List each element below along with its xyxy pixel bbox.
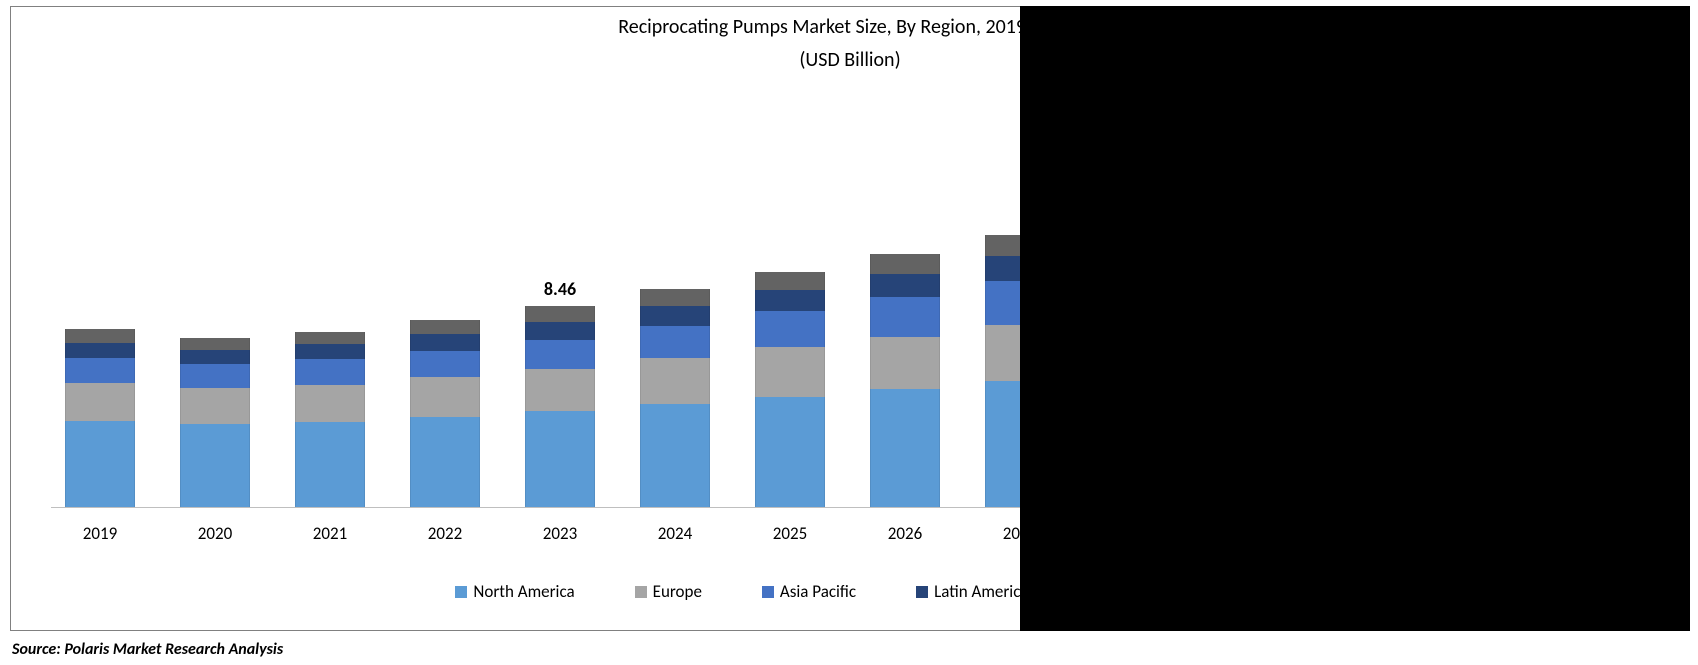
legend-swatch <box>916 586 928 598</box>
bar-segment <box>295 332 365 344</box>
bar-segment <box>755 347 825 396</box>
legend-label: Latin America <box>934 581 1028 602</box>
bar-2026 <box>870 254 940 507</box>
bar-segment <box>755 290 825 312</box>
x-tick-label: 2022 <box>410 523 480 544</box>
bar-segment <box>295 344 365 359</box>
x-tick-label: 2026 <box>870 523 940 544</box>
legend-label: Europe <box>653 581 702 602</box>
bar-segment <box>525 411 595 507</box>
bar-segment <box>65 358 135 383</box>
bar-segment <box>870 389 940 507</box>
bar-segment <box>870 254 940 274</box>
bar-2022 <box>410 320 480 507</box>
legend-label: North America <box>473 581 574 602</box>
bar-segment <box>180 338 250 350</box>
x-tick-label: 2021 <box>295 523 365 544</box>
bar-segment <box>180 424 250 507</box>
legend-item: Latin America <box>916 581 1028 602</box>
bar-2024 <box>640 289 710 507</box>
bar-2025 <box>755 272 825 507</box>
bar-segment <box>870 337 940 390</box>
bar-segment <box>65 329 135 342</box>
source-attribution: Source: Polaris Market Research Analysis <box>12 640 283 659</box>
bar-2023: 8.46 <box>525 306 595 507</box>
bar-segment <box>640 404 710 507</box>
bar-segment <box>295 359 365 384</box>
legend-swatch <box>762 586 774 598</box>
x-tick-label: 2019 <box>65 523 135 544</box>
bar-segment <box>640 358 710 404</box>
x-tick-label: 2024 <box>640 523 710 544</box>
legend-item: Asia Pacific <box>762 581 856 602</box>
bar-segment <box>640 306 710 326</box>
legend-swatch <box>635 586 647 598</box>
bar-segment <box>525 369 595 411</box>
bar-segment <box>180 388 250 424</box>
bar-segment <box>180 350 250 364</box>
bar-segment <box>410 334 480 350</box>
bar-segment <box>410 320 480 334</box>
bar-segment <box>410 377 480 417</box>
bar-segment <box>870 297 940 337</box>
bar-segment <box>755 311 825 347</box>
x-tick-label: 2023 <box>525 523 595 544</box>
bar-segment <box>65 421 135 507</box>
bar-segment <box>180 364 250 388</box>
bar-segment <box>755 272 825 290</box>
data-label: 8.46 <box>525 278 595 300</box>
bar-segment <box>525 322 595 340</box>
bar-2020 <box>180 338 250 507</box>
bar-segment <box>525 306 595 322</box>
x-tick-label: 2025 <box>755 523 825 544</box>
legend-label: Asia Pacific <box>780 581 856 602</box>
overlay-mask <box>1020 6 1690 631</box>
bar-2021 <box>295 332 365 507</box>
bar-segment <box>640 289 710 306</box>
bar-2019 <box>65 329 135 507</box>
bar-segment <box>65 343 135 359</box>
bar-segment <box>755 397 825 507</box>
bar-segment <box>870 274 940 298</box>
bar-segment <box>65 383 135 420</box>
bar-segment <box>410 351 480 378</box>
bar-segment <box>640 326 710 358</box>
bar-segment <box>525 340 595 369</box>
legend-item: North America <box>455 581 574 602</box>
bar-segment <box>410 417 480 507</box>
bar-segment <box>295 422 365 507</box>
bar-segment <box>295 385 365 422</box>
x-tick-label: 2020 <box>180 523 250 544</box>
legend-item: Europe <box>635 581 702 602</box>
legend-swatch <box>455 586 467 598</box>
